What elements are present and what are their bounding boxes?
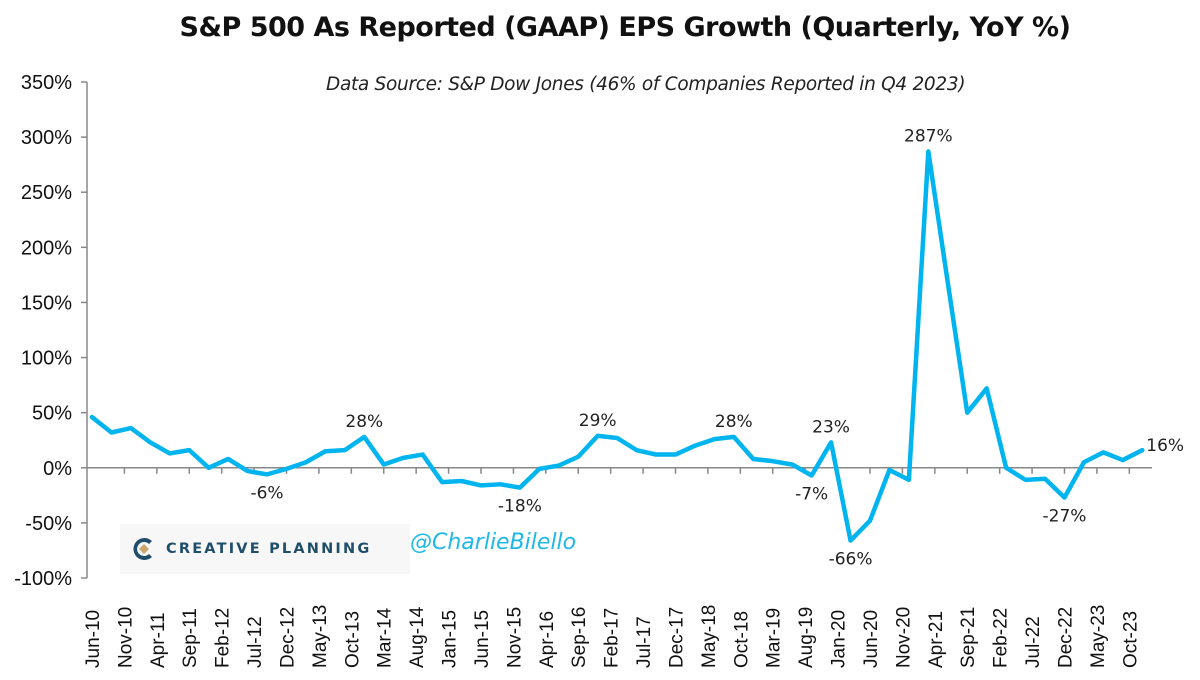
series-layer [89, 149, 1145, 543]
x-tick-label: Sep-21 [958, 607, 979, 668]
x-tick-label: Apr-21 [926, 611, 947, 668]
y-tick-label: 50% [32, 403, 72, 425]
creative-planning-watermark: CREATIVE PLANNING [120, 524, 410, 574]
data-label: -18% [498, 497, 542, 517]
x-tick-label: Feb-12 [213, 608, 234, 668]
x-tick-label: Oct-13 [342, 611, 363, 668]
x-tick-label: Dec-22 [1055, 607, 1076, 668]
x-tick-label: Sep-11 [180, 608, 201, 668]
x-tick-label: Mar-19 [764, 608, 785, 668]
data-labels: -6% 28% -18% 29% 28% -7% 23% -66% 287% -27% 16% [250, 126, 1184, 569]
y-tick-label: 0% [43, 458, 72, 480]
x-tick-label: Nov-10 [115, 607, 136, 668]
series-line [89, 149, 1145, 543]
x-tick-label: Mar-14 [375, 607, 396, 668]
x-tick-label: Jul-12 [245, 616, 266, 668]
y-tick-label: 300% [21, 127, 72, 149]
data-label: 28% [715, 412, 753, 432]
chart-subtitle: Data Source: S&P Dow Jones (46% of Compa… [326, 74, 966, 95]
x-tick-label: Jun-10 [83, 610, 104, 668]
brand-name: CREATIVE PLANNING [166, 541, 372, 557]
x-tick-label: Jan-15 [440, 610, 461, 668]
x-axis: Jun-10 Nov-10 Apr-11 Sep-11 Feb-12 Jul-12 Dec-… [83, 467, 1152, 668]
data-label: 16% [1146, 436, 1184, 456]
x-tick-label: Jul-17 [634, 616, 655, 668]
creative-planning-logo-icon [132, 537, 156, 561]
data-label: -6% [250, 483, 283, 503]
x-tick-label: Jan-20 [829, 610, 850, 668]
y-tick-label: -100% [14, 568, 72, 590]
x-tick-label: May-23 [1088, 605, 1109, 668]
author-handle: @CharlieBilello [410, 530, 577, 555]
x-tick-label: Jun-20 [861, 610, 882, 668]
data-label: 23% [812, 417, 850, 437]
data-label: -7% [795, 484, 828, 504]
x-tick-label: Feb-17 [602, 608, 623, 668]
x-tick-label: Aug-19 [796, 607, 817, 668]
x-tick-label: Nov-20 [893, 607, 914, 668]
x-tick-label: Nov-15 [504, 607, 525, 668]
y-tick-label: -50% [25, 513, 72, 535]
y-tick-label: 200% [21, 237, 72, 259]
data-label: 287% [904, 126, 953, 146]
x-tick-label: Dec-12 [277, 607, 298, 668]
x-tick-label: Oct-23 [1120, 611, 1141, 668]
data-label: 29% [579, 411, 617, 431]
x-tick-label: May-18 [699, 605, 720, 668]
data-label: -66% [829, 550, 873, 570]
y-tick-label: 100% [21, 348, 72, 370]
x-tick-label: Sep-16 [569, 607, 590, 668]
x-tick-label: Jun-15 [472, 610, 493, 668]
y-tick-label: 150% [21, 292, 72, 314]
x-tick-label: Jul-22 [1023, 616, 1044, 668]
chart-title: S&P 500 As Reported (GAAP) EPS Growth (Q… [179, 12, 1071, 43]
x-tick-label: Aug-14 [407, 606, 428, 668]
y-tick-label: 350% [21, 72, 72, 94]
x-tick-label: Apr-16 [537, 611, 558, 668]
x-tick-label: Apr-11 [148, 612, 169, 668]
x-tick-label: May-13 [310, 605, 331, 668]
data-label: 28% [345, 412, 383, 432]
x-tick-label: Dec-17 [666, 607, 687, 668]
data-label: -27% [1043, 507, 1087, 527]
y-tick-label: 250% [21, 182, 72, 204]
x-tick-label: Feb-22 [991, 608, 1012, 668]
x-tick-label: Oct-18 [731, 611, 752, 668]
y-axis: -100% -50% 0% 50% 100% 150% 200% 250% 300% 350% [14, 72, 88, 590]
